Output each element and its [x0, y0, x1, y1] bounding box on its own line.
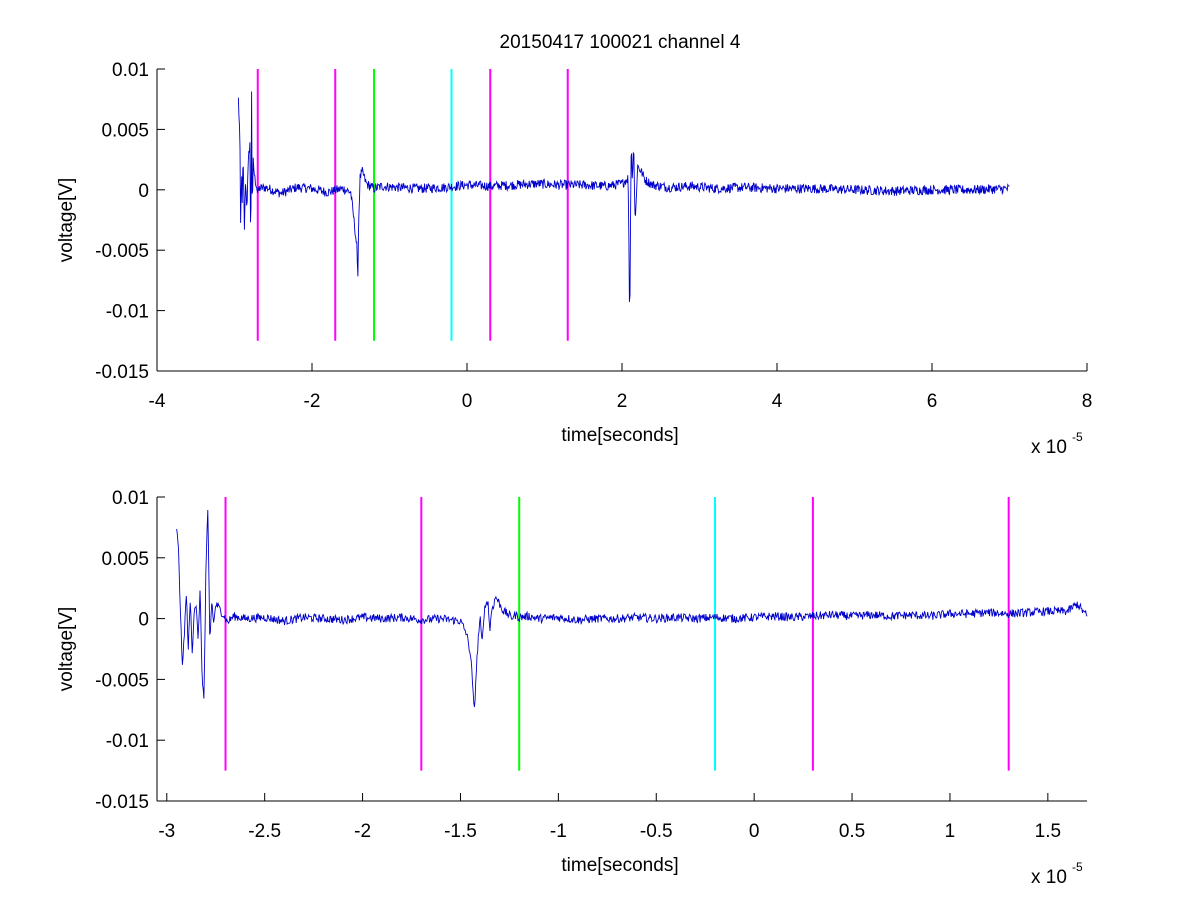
y-tick-label: -0.005: [95, 241, 149, 262]
x-tick-label: -0.5: [640, 821, 673, 842]
x-tick-label: -4: [149, 391, 166, 412]
y-tick-label: 0.005: [101, 120, 149, 141]
x-tick-label: 8: [1082, 391, 1093, 412]
x-tick-label: 0.5: [839, 821, 865, 842]
y-axis-label: voltage[V]: [56, 607, 77, 692]
x-multiplier-label: x 10: [1031, 437, 1067, 458]
bottom-subplot: 0.01 0.005 0 -0.005 -0.01 -0.015 -3 -2.5 -2 -1.5 -…: [56, 488, 1088, 888]
x-axis-label: time[seconds]: [561, 855, 678, 876]
x-multiplier-exponent: -5: [1072, 430, 1083, 444]
signal-trace-1: [176, 509, 1088, 708]
x-tick-label: -1.5: [444, 821, 477, 842]
y-tick-label: 0: [138, 181, 149, 202]
x-tick-label: 0: [462, 391, 473, 412]
y-tick-label: 0: [138, 610, 149, 631]
x-tick-label: 1.5: [1035, 821, 1061, 842]
x-tick-label: -2: [304, 391, 321, 412]
x-tick-label: 1: [945, 821, 956, 842]
y-tick-label: -0.015: [95, 362, 149, 383]
y-axis-label: voltage[V]: [56, 178, 77, 263]
y-tick-label: -0.01: [106, 302, 149, 323]
y-tick-label: 0.005: [101, 549, 149, 570]
x-tick-label: 4: [772, 391, 783, 412]
y-tick-label: -0.01: [106, 731, 149, 752]
y-tick-label: 0.01: [112, 488, 149, 509]
x-tick-label: -2: [354, 821, 371, 842]
y-tick-label: 0.01: [112, 60, 149, 81]
y-tick-label: -0.015: [95, 792, 149, 813]
x-axis-label: time[seconds]: [561, 425, 678, 446]
x-tick-label: -3: [158, 821, 175, 842]
figure-title: 20150417 100021 channel 4: [500, 32, 741, 53]
x-tick-label: 0: [749, 821, 760, 842]
signal-trace-1: [237, 91, 1010, 302]
x-tick-label: 6: [927, 391, 938, 412]
x-tick-label: -2.5: [248, 821, 281, 842]
x-multiplier-label: x 10: [1031, 867, 1067, 888]
x-tick-label: 2: [617, 391, 628, 412]
x-multiplier-exponent: -5: [1072, 860, 1083, 874]
x-tick-label: -1: [550, 821, 567, 842]
top-subplot: 0.01 0.005 0 -0.005 -0.01 -0.015-4 -2 0 2 4 6 8 time…: [56, 60, 1092, 458]
y-tick-label: -0.005: [95, 670, 149, 691]
